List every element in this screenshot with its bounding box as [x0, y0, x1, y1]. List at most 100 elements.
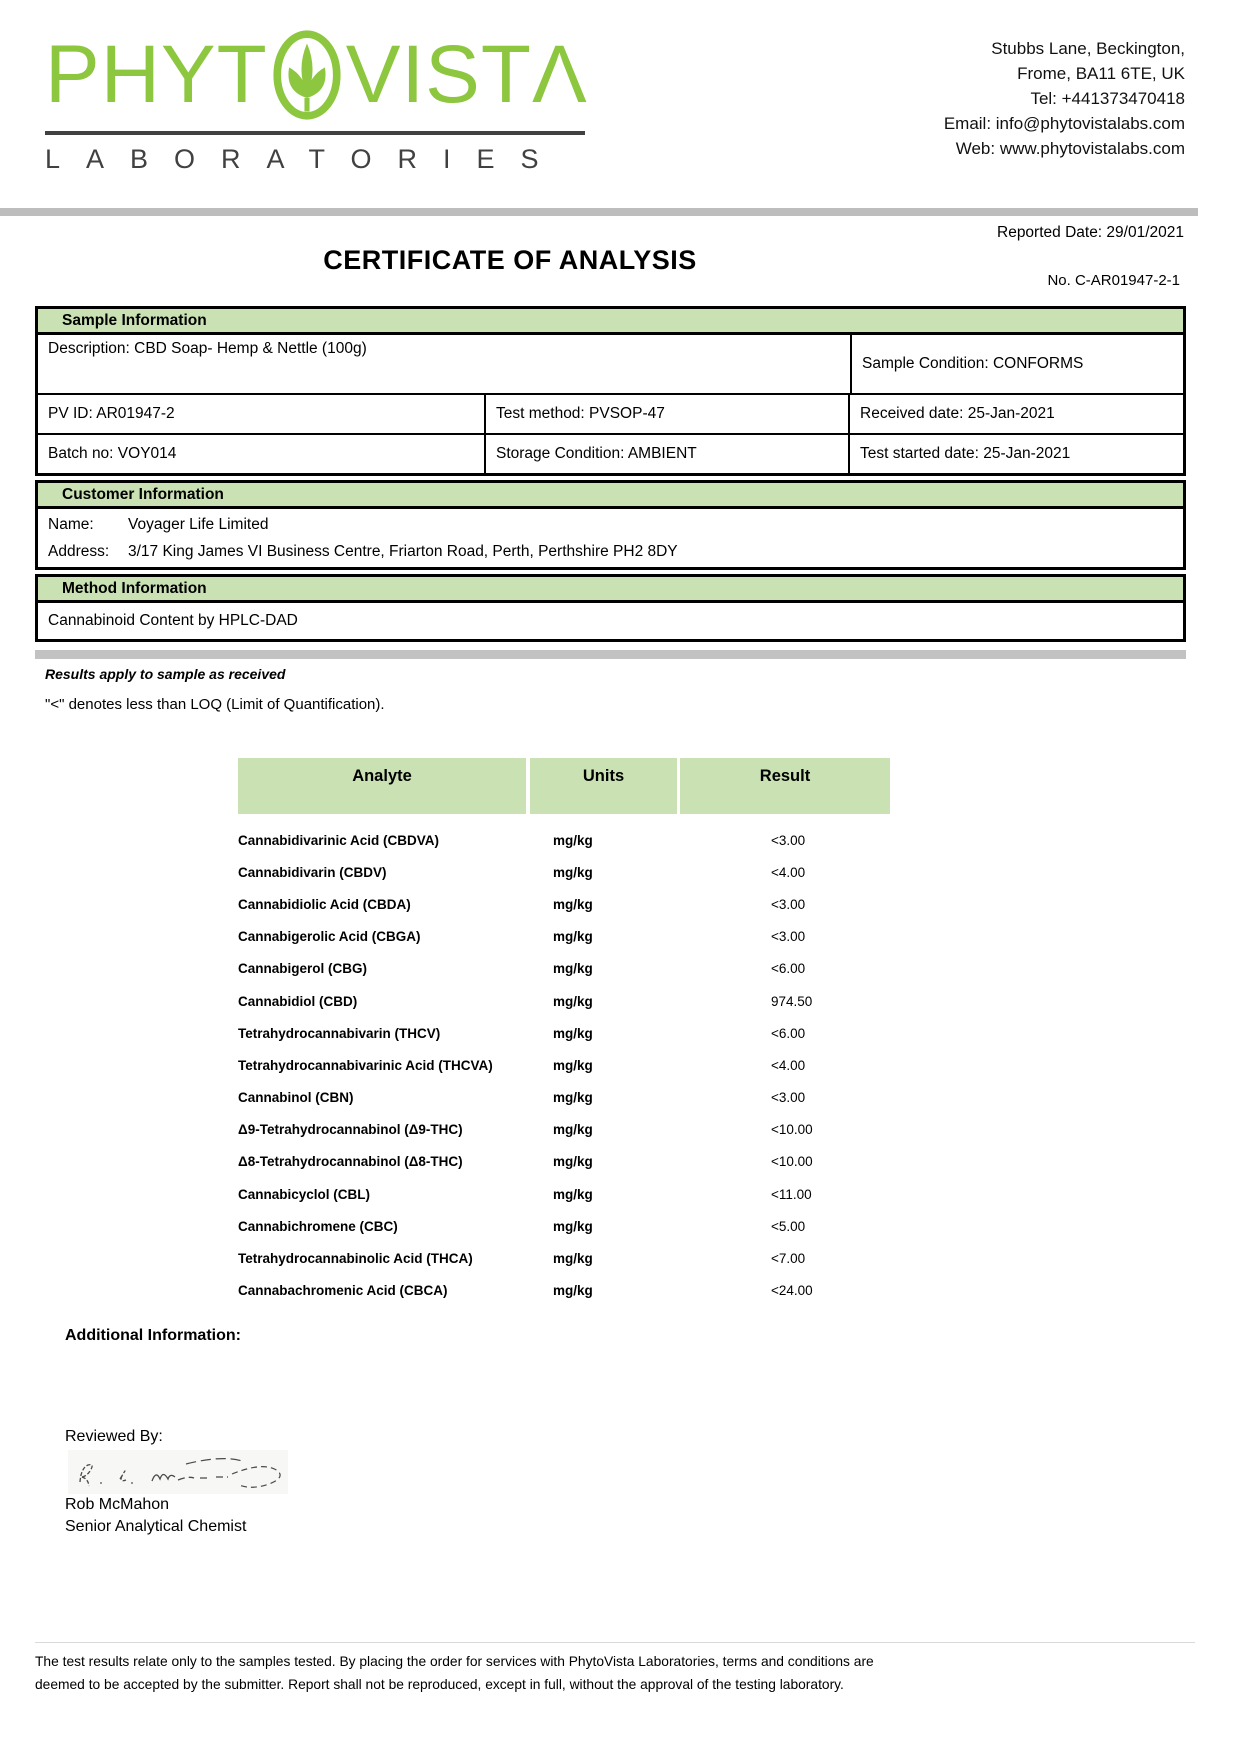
method-description: Cannabinoid Content by HPLC-DAD [48, 612, 298, 629]
logo-subtitle: LABORATORIES [45, 144, 565, 174]
received-date: Received date: 25-Jan-2021 [848, 395, 1183, 433]
units-value: mg/kg [553, 961, 593, 977]
units-value: mg/kg [553, 896, 593, 912]
info-tables: Sample Information Description: CBD Soap… [35, 306, 1186, 646]
contact-address-line2: Frome, BA11 6TE, UK [1017, 64, 1185, 83]
sample-condition: Sample Condition: CONFORMS [850, 335, 1183, 393]
column-header-result: Result [680, 758, 890, 814]
pv-id: PV ID: AR01947-2 [48, 405, 175, 422]
result-value: <6.00 [771, 961, 806, 977]
analyte-name: Cannabigerolic Acid (CBGA) [238, 929, 421, 945]
reviewer-name: Rob McMahon [65, 1496, 170, 1513]
analyte-name: Cannabinol (CBN) [238, 1090, 354, 1106]
footer-disclaimer: The test results relate only to the samp… [35, 1650, 1045, 1696]
reviewed-by-label: Reviewed By: [65, 1428, 163, 1445]
result-value: <3.00 [771, 832, 806, 848]
units-value: mg/kg [553, 1218, 593, 1234]
units-value: mg/kg [553, 1154, 593, 1170]
reported-date: Reported Date: 29/01/2021 [997, 224, 1184, 241]
table-row: Description: CBD Soap- Hemp & Nettle (10… [38, 335, 1183, 393]
customer-information-header: Customer Information [38, 483, 1183, 509]
customer-address-row: Address: 3/17 King James VI Business Cen… [48, 543, 1173, 561]
units-value: mg/kg [553, 993, 593, 1009]
result-value: <10.00 [771, 1122, 813, 1138]
units-value: mg/kg [553, 1283, 593, 1299]
analyte-name: Tetrahydrocannabivarin (THCV) [238, 1025, 441, 1041]
units-value: mg/kg [553, 864, 593, 880]
analyte-name: Cannabidivarin (CBDV) [238, 864, 387, 880]
table-row: Tetrahydrocannabivarin (THCV) mg/kg <6.00 [238, 1017, 890, 1049]
table-row: Δ9-Tetrahydrocannabinol (Δ9-THC) mg/kg <10… [238, 1114, 890, 1146]
result-value: <11.00 [771, 1186, 812, 1202]
storage-condition: Storage Condition: AMBIENT [484, 435, 848, 473]
analyte-name: Cannabidivarinic Acid (CBDVA) [238, 832, 440, 848]
customer-address-label: Address: [48, 543, 110, 560]
result-value: <3.00 [771, 896, 806, 912]
result-value: <7.00 [771, 1251, 806, 1267]
customer-information-table: Customer Information Name: Voyager Life … [35, 480, 1186, 570]
reviewer-title: Senior Analytical Chemist [65, 1518, 247, 1535]
leaf-icon [273, 26, 341, 124]
table-row: Cannabidivarin (CBDV) mg/kg <4.00 [238, 856, 890, 888]
table-row: Cannabachromenic Acid (CBCA) mg/kg <24.00 [238, 1275, 890, 1307]
results-apply-note: Results apply to sample as received [45, 666, 286, 682]
additional-information-title: Additional Information: [65, 1327, 241, 1344]
sample-description: Description: CBD Soap- Hemp & Nettle (10… [48, 340, 367, 357]
analyte-name: Tetrahydrocannabivarinic Acid (THCVA) [238, 1057, 493, 1073]
column-header-units: Units [530, 758, 677, 814]
table-row: Cannabidiolic Acid (CBDA) mg/kg <3.00 [238, 888, 890, 920]
table-row: Cannabicyclol (CBL) mg/kg <11.00 [238, 1178, 890, 1210]
header-divider-bar [0, 208, 1198, 216]
table-row: Tetrahydrocannabivarinic Acid (THCVA) mg/… [238, 1049, 890, 1081]
logo-text-right: VISTΛ [345, 29, 588, 120]
batch-no: Batch no: VOY014 [48, 445, 177, 462]
reviewer-signature [68, 1450, 288, 1499]
method-information-table: Method Information Cannabinoid Content b… [35, 574, 1186, 642]
logo-text-left: PHYT [45, 29, 268, 120]
units-value: mg/kg [553, 1251, 593, 1267]
units-value: mg/kg [553, 1025, 593, 1041]
results-table-header: Analyte Units Result [238, 758, 890, 814]
results-table-body: Cannabidivarinic Acid (CBDVA) mg/kg <3.00 … [238, 824, 890, 1307]
units-value: mg/kg [553, 929, 593, 945]
analyte-name: Tetrahydrocannabinolic Acid (THCA) [238, 1251, 473, 1267]
page-title: CERTIFICATE OF ANALYSIS [323, 245, 697, 275]
result-value: <3.00 [771, 929, 806, 945]
analyte-name: Cannabidiolic Acid (CBDA) [238, 896, 411, 912]
result-value: <5.00 [771, 1218, 806, 1234]
customer-name-value: Voyager Life Limited [128, 516, 269, 533]
table-row: Cannabichromene (CBC) mg/kg <5.00 [238, 1210, 890, 1242]
units-value: mg/kg [553, 832, 593, 848]
sample-information-table: Sample Information Description: CBD Soap… [35, 306, 1186, 476]
units-value: mg/kg [553, 1186, 593, 1202]
analyte-name: Cannabigerol (CBG) [238, 961, 368, 977]
section-divider-bar [35, 650, 1186, 659]
contact-web: Web: www.phytovistalabs.com [955, 139, 1185, 158]
lab-contact-block: Stubbs Lane, Beckington, Frome, BA11 6TE… [944, 36, 1185, 161]
method-information-header: Method Information [38, 577, 1183, 603]
table-row: PV ID: AR01947-2 Test method: PVSOP-47 R… [38, 393, 1183, 433]
loq-note: "<" denotes less than LOQ (Limit of Quan… [45, 696, 385, 713]
result-value: <4.00 [771, 864, 806, 880]
table-row: Tetrahydrocannabinolic Acid (THCA) mg/kg <… [238, 1242, 890, 1274]
footer-line1: The test results relate only to the samp… [35, 1654, 874, 1669]
analyte-name: Δ8-Tetrahydrocannabinol (Δ8-THC) [238, 1154, 463, 1170]
customer-name-row: Name: Voyager Life Limited [48, 516, 1173, 534]
footer-divider [35, 1642, 1195, 1643]
result-value: <10.00 [771, 1154, 813, 1170]
logo-divider [45, 131, 585, 135]
table-row: Batch no: VOY014 Storage Condition: AMBI… [38, 433, 1183, 473]
analyte-name: Cannabidiol (CBD) [238, 993, 358, 1009]
result-value: <24.00 [771, 1283, 813, 1299]
result-value: <3.00 [771, 1090, 806, 1106]
units-value: mg/kg [553, 1090, 593, 1106]
contact-email: Email: info@phytovistalabs.com [943, 114, 1185, 133]
table-row: Cannabidivarinic Acid (CBDVA) mg/kg <3.00 [238, 824, 890, 856]
customer-address-value: 3/17 King James VI Business Centre, Fria… [128, 543, 678, 560]
result-value: 974.50 [771, 993, 813, 1009]
customer-name-label: Name: [48, 516, 94, 533]
column-header-analyte: Analyte [238, 758, 526, 814]
result-value: <6.00 [771, 1025, 806, 1041]
table-row: Cannabinol (CBN) mg/kg <3.00 [238, 1082, 890, 1114]
